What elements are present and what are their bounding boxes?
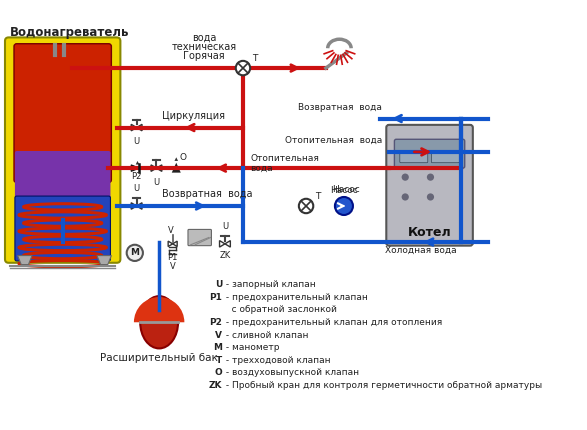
Polygon shape [151,165,156,172]
Text: Расширительный бак: Расширительный бак [100,353,218,363]
Polygon shape [136,161,139,165]
FancyBboxPatch shape [400,152,428,163]
Text: - запорный клапан: - запорный клапан [223,280,316,289]
Text: U: U [133,138,140,147]
Ellipse shape [140,296,178,348]
Text: V: V [170,262,176,271]
Polygon shape [173,241,177,246]
Text: T: T [315,192,321,201]
Text: Горячая: Горячая [183,51,225,61]
Polygon shape [168,241,173,246]
FancyBboxPatch shape [5,37,120,263]
Circle shape [402,194,409,200]
Circle shape [127,245,143,261]
Text: вода: вода [192,33,217,43]
Text: P2: P2 [210,318,222,327]
Text: M: M [130,249,139,258]
Text: ZK: ZK [209,381,222,390]
FancyBboxPatch shape [394,139,465,168]
Polygon shape [156,165,162,172]
FancyBboxPatch shape [15,196,110,261]
Polygon shape [174,157,178,161]
Text: P2: P2 [131,172,142,181]
FancyBboxPatch shape [431,152,459,163]
Polygon shape [18,255,32,264]
Circle shape [335,197,353,215]
Polygon shape [220,241,225,247]
Text: - предохранительный клапан для отопления: - предохранительный клапан для отопления [223,318,443,327]
Text: - манометр: - манометр [223,343,279,352]
Text: O: O [180,153,187,162]
Text: Циркуляция: Циркуляция [162,111,225,120]
Text: - предохранительный клапан: - предохранительный клапан [223,293,368,302]
Text: вода: вода [250,164,273,173]
Text: - сливной клапан: - сливной клапан [223,331,309,340]
Text: U: U [222,222,228,231]
Polygon shape [137,124,142,131]
Text: T: T [216,356,222,365]
FancyBboxPatch shape [14,44,112,183]
Text: Возвратная  вода: Возвратная вода [298,102,382,111]
Bar [14,45,112,57]
Text: O: O [214,369,222,378]
FancyBboxPatch shape [386,125,473,246]
Text: U: U [215,280,222,289]
Polygon shape [225,241,230,247]
Text: Отопительная  вода: Отопительная вода [285,136,382,145]
Text: ZK: ZK [220,251,231,260]
Text: Насос: Насос [332,184,360,194]
Text: техническая: техническая [171,42,237,52]
Circle shape [236,61,250,75]
Text: M: M [213,343,222,352]
Wedge shape [134,297,184,322]
Text: U: U [153,178,160,187]
Text: Водонагреватель: Водонагреватель [9,26,129,39]
Text: - трехходовой клапан: - трехходовой клапан [223,356,330,365]
Polygon shape [131,124,137,131]
Text: - Пробный кран для контроля герметичности обратной арматуры: - Пробный кран для контроля герметичност… [223,381,542,390]
Polygon shape [97,255,112,264]
Circle shape [299,199,313,213]
Circle shape [427,194,434,200]
Text: - воздуховыпускной клапан: - воздуховыпускной клапан [223,369,359,378]
Text: Возвратная  вода: Возвратная вода [162,189,252,199]
Text: V: V [215,331,222,340]
FancyBboxPatch shape [15,151,110,200]
Circle shape [427,174,434,181]
Polygon shape [131,165,139,172]
Polygon shape [131,203,137,209]
Text: P1: P1 [210,293,222,302]
Text: P1: P1 [167,253,178,262]
Text: U: U [133,184,140,194]
Text: Котел: Котел [408,226,451,239]
Polygon shape [137,203,142,209]
Text: V: V [168,226,174,235]
Polygon shape [172,163,181,172]
FancyBboxPatch shape [188,230,211,246]
Text: Отопительная: Отопительная [250,154,319,163]
Text: Холодная вода: Холодная вода [385,246,457,255]
Text: Насос: Насос [330,186,358,195]
Text: с обратной заслонкой: с обратной заслонкой [223,305,337,314]
Text: T: T [252,54,257,63]
Circle shape [402,174,409,181]
